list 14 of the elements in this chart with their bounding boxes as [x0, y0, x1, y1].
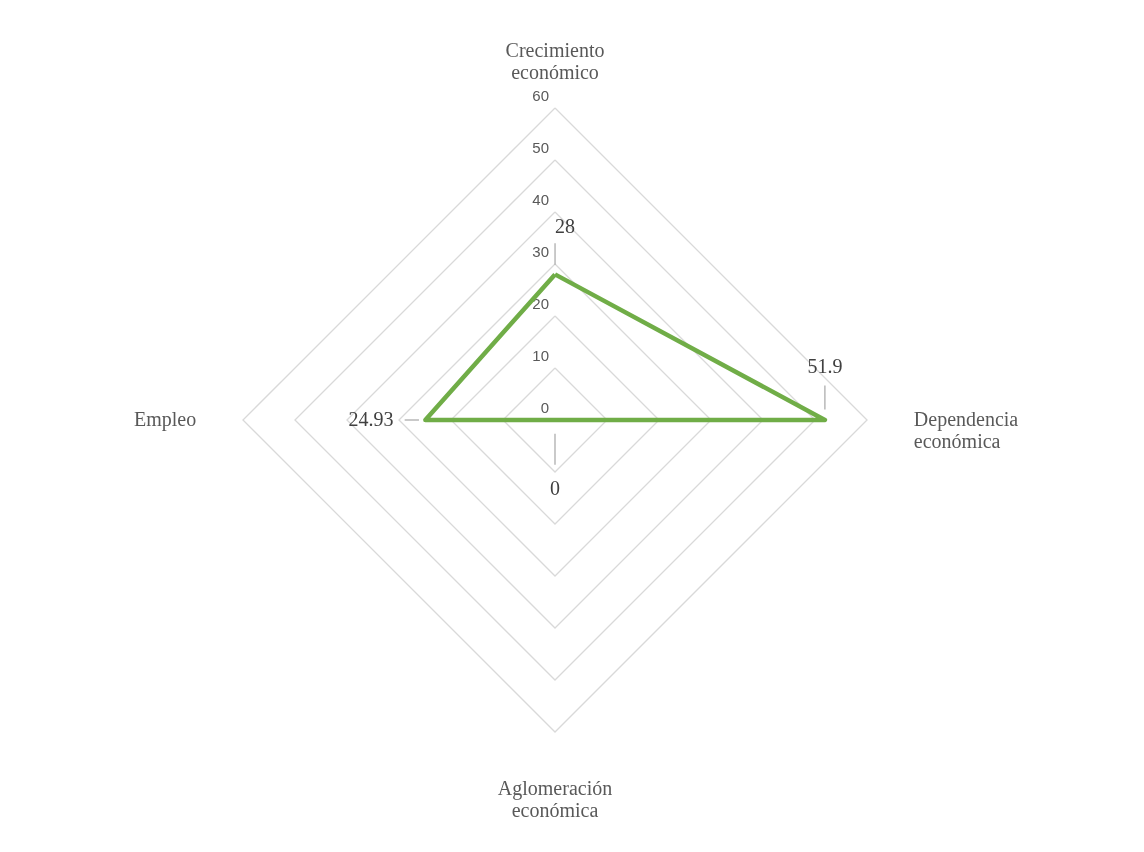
- data-label: 24.93: [348, 408, 394, 430]
- y-tick-label: 10: [532, 346, 549, 364]
- y-tick-label: 50: [532, 138, 549, 156]
- y-tick-label: 0: [540, 399, 549, 416]
- y-tick-label: 60: [532, 86, 549, 104]
- y-tick-label: 40: [532, 190, 549, 208]
- y-tick-label: 30: [532, 242, 549, 260]
- spoke-label: Crecimiento económico: [505, 39, 605, 84]
- data-label: 28: [555, 214, 576, 237]
- spoke-label: Dependencia económica: [913, 408, 1019, 452]
- spoke-label: Empleo: [133, 408, 197, 431]
- y-tick-label: 20: [532, 294, 549, 312]
- spoke-label: Aglomeración económica: [497, 776, 613, 821]
- data-label: 51.9: [807, 354, 843, 377]
